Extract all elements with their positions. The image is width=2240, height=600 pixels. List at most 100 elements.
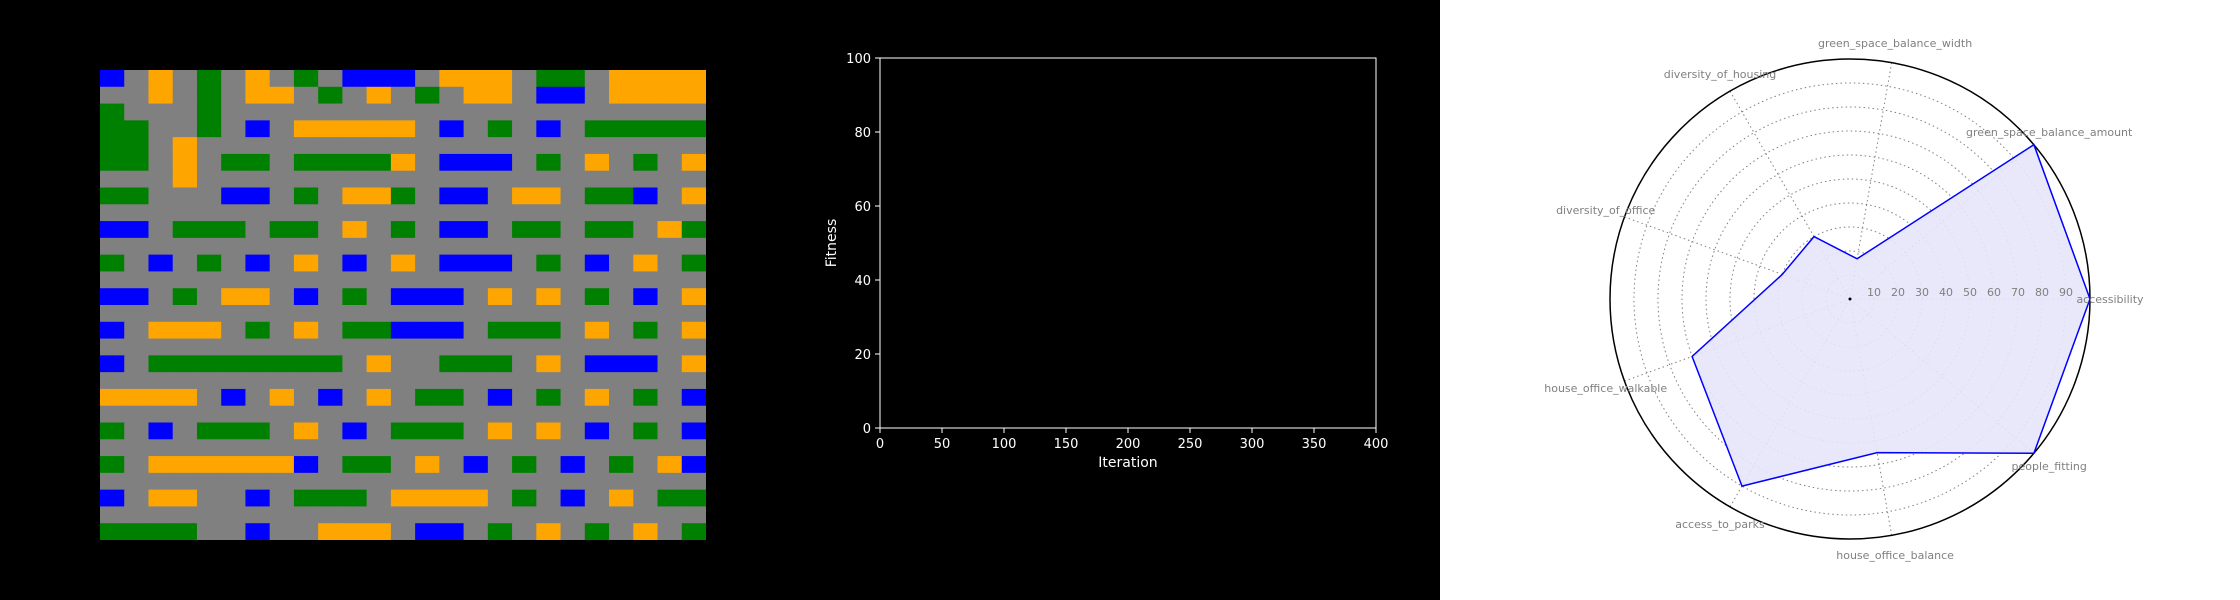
grid-cell-park [415,86,440,105]
grid-cell-road [293,204,319,222]
grid-cell-office [124,221,149,239]
grid-cell-park [536,70,562,88]
grid-cell-park [293,489,319,507]
grid-cell-road [172,372,198,390]
grid-cell-road [221,204,246,222]
grid-cell-residential [584,388,610,407]
grid-cell-road [633,472,659,491]
grid-cell-road [366,170,392,188]
grid-cell-road [415,120,440,138]
grid-cell-road [512,153,537,172]
grid-cell-road [609,288,634,306]
grid-cell-road [172,472,198,491]
grid-cell-park [415,388,440,407]
grid-cell-road [681,137,706,155]
grid-cell-road [633,204,659,222]
grid-cell-road [463,338,489,356]
grid-cell-road [415,204,440,222]
grid-cell-road [609,405,634,423]
grid-cell-office [415,321,440,340]
grid-cell-office [463,254,489,272]
grid-cell-road [293,86,319,105]
grid-cell-road [390,137,416,155]
grid-cell-park [172,523,198,540]
grid-cell-road [584,439,610,457]
grid-cell-road [487,405,513,423]
grid-cell-residential [390,120,416,138]
grid-cell-road [124,305,149,323]
grid-cell-office [439,153,465,172]
grid-cell-road [172,422,198,440]
grid-cell-residential [172,170,198,188]
grid-cell-road [342,204,368,222]
grid-cell-road [633,271,659,289]
grid-cell-road [439,271,465,289]
grid-cell-park [463,355,489,373]
grid-cell-road [100,439,125,457]
grid-cell-road [148,221,174,239]
grid-cell-road [657,204,683,222]
grid-cell-road [100,305,125,323]
grid-cell-residential [390,254,416,272]
radar-r-tick-label: 90 [2059,286,2073,299]
grid-cell-park [124,120,149,138]
grid-cell-road [681,372,706,390]
grid-cell-park [196,254,222,272]
grid-cell-road [318,439,343,457]
grid-cell-road [560,439,586,457]
grid-cell-park [196,355,222,373]
grid-cell-road [633,137,659,155]
grid-cell-park [100,254,125,272]
grid-cell-residential [269,388,295,407]
grid-cell-road [245,439,271,457]
grid-cell-park [536,254,562,272]
grid-cell-road [463,305,489,323]
grid-cell-road [318,170,343,188]
grid-cell-road [512,137,537,155]
grid-cell-park [196,422,222,440]
grid-cell-park [100,103,125,121]
grid-cell-road [415,221,440,239]
grid-cell-road [196,405,222,423]
grid-cell-road [269,439,295,457]
grid-cell-road [415,70,440,88]
grid-cell-road [318,506,343,524]
grid-cell-office [439,321,465,340]
grid-cell-road [172,271,198,289]
grid-cell-road [366,103,392,121]
grid-cell-road [100,472,125,491]
grid-cell-road [584,237,610,256]
grid-cell-road [269,288,295,306]
grid-cell-road [512,271,537,289]
grid-cell-road [245,472,271,491]
grid-cell-office [633,355,659,373]
grid-cell-road [318,338,343,356]
city-grid-heatmap [100,70,706,540]
grid-cell-park [196,70,222,88]
grid-cell-park [609,221,634,239]
grid-cell-road [681,405,706,423]
radar-series-line [1691,143,2091,487]
grid-cell-road [463,321,489,340]
grid-cell-road [439,338,465,356]
grid-cell-park [245,153,271,172]
grid-cell-park [124,137,149,155]
grid-cell-park [221,355,246,373]
grid-cell-park [196,86,222,105]
grid-cell-road [245,405,271,423]
grid-cell-road [512,422,537,440]
grid-cell-residential [487,86,513,105]
grid-cell-road [124,237,149,256]
grid-cell-office [439,187,465,205]
radar-r-tick-label: 30 [1915,286,1929,299]
grid-cell-road [657,506,683,524]
grid-cell-residential [390,489,416,507]
grid-cell-road [560,388,586,407]
grid-cell-road [293,271,319,289]
grid-cell-road [124,204,149,222]
grid-cell-road [487,305,513,323]
grid-cell-road [439,472,465,491]
grid-cell-road [536,271,562,289]
grid-cell-road [657,355,683,373]
grid-cell-road [342,405,368,423]
